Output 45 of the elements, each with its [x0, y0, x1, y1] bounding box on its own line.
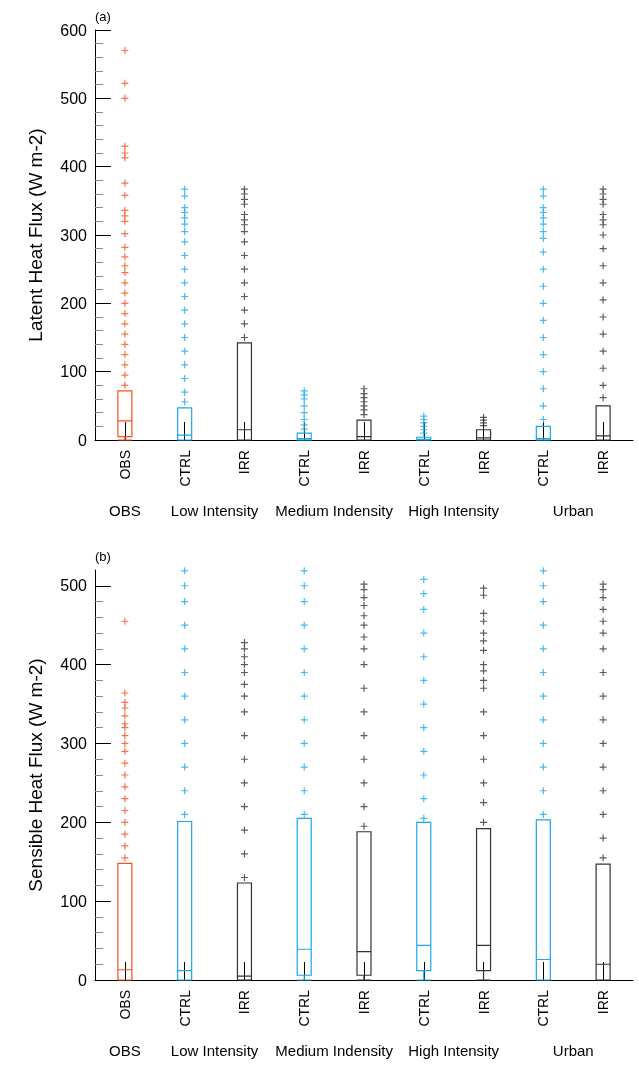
y-tick-label: 100	[60, 363, 88, 381]
x-tick-label: OBS	[116, 990, 133, 1020]
y-tick-label: 200	[60, 813, 88, 831]
x-tick-label: CTRL	[296, 989, 313, 1027]
text: Urban	[552, 1041, 594, 1059]
y-tick-label: 400	[60, 656, 88, 674]
text: (a)	[95, 9, 111, 24]
x-tick-label: CTRL	[176, 989, 193, 1027]
y-tick-label: 100	[60, 892, 88, 910]
y-tick-label: 0	[78, 431, 88, 449]
text: Medium Indensity	[275, 1041, 394, 1059]
x-tick-label: IRR	[236, 990, 253, 1015]
y-tick-label: 500	[60, 577, 88, 595]
x-tick-label: IRR	[595, 450, 612, 475]
x-tick-label: CTRL	[176, 449, 193, 487]
text: OBS	[109, 1041, 141, 1059]
x-tick-label: IRR	[356, 990, 372, 1015]
x-tick-label: CTRL	[535, 449, 552, 487]
y-tick-label: 300	[60, 734, 88, 752]
text: Medium Indensity	[275, 501, 394, 519]
x-tick-label: CTRL	[535, 989, 552, 1027]
text: Urban	[552, 501, 594, 519]
y-tick-label: 600	[60, 21, 88, 39]
x-tick-label: OBS	[116, 450, 133, 480]
x-tick-label: IRR	[475, 990, 492, 1015]
y-tick-label: 400	[60, 158, 88, 176]
x-tick-label: CTRL	[415, 449, 432, 487]
x-tick-label: IRR	[236, 450, 253, 475]
x-tick-label: CTRL	[415, 989, 432, 1027]
y-tick-label: 500	[60, 89, 88, 107]
y-tick-label: 200	[60, 294, 88, 312]
text: Low Intensity	[170, 501, 259, 519]
x-tick-label: IRR	[595, 990, 612, 1015]
text: High Intensity	[408, 501, 500, 519]
y-axis-title: Sensible Heat Flux (W m-2)	[25, 658, 46, 892]
x-tick-label: CTRL	[296, 449, 313, 487]
text: High Intensity	[408, 1041, 500, 1059]
text: OBS	[109, 501, 141, 519]
x-tick-label: IRR	[475, 450, 492, 475]
text: Low Intensity	[170, 1041, 259, 1059]
y-axis-title: Latent Heat Flux (W m-2)	[25, 128, 46, 342]
y-tick-label: 300	[60, 226, 88, 244]
y-tick-label: 0	[78, 971, 88, 989]
text: (b)	[95, 549, 111, 564]
x-tick-label: IRR	[356, 450, 372, 475]
